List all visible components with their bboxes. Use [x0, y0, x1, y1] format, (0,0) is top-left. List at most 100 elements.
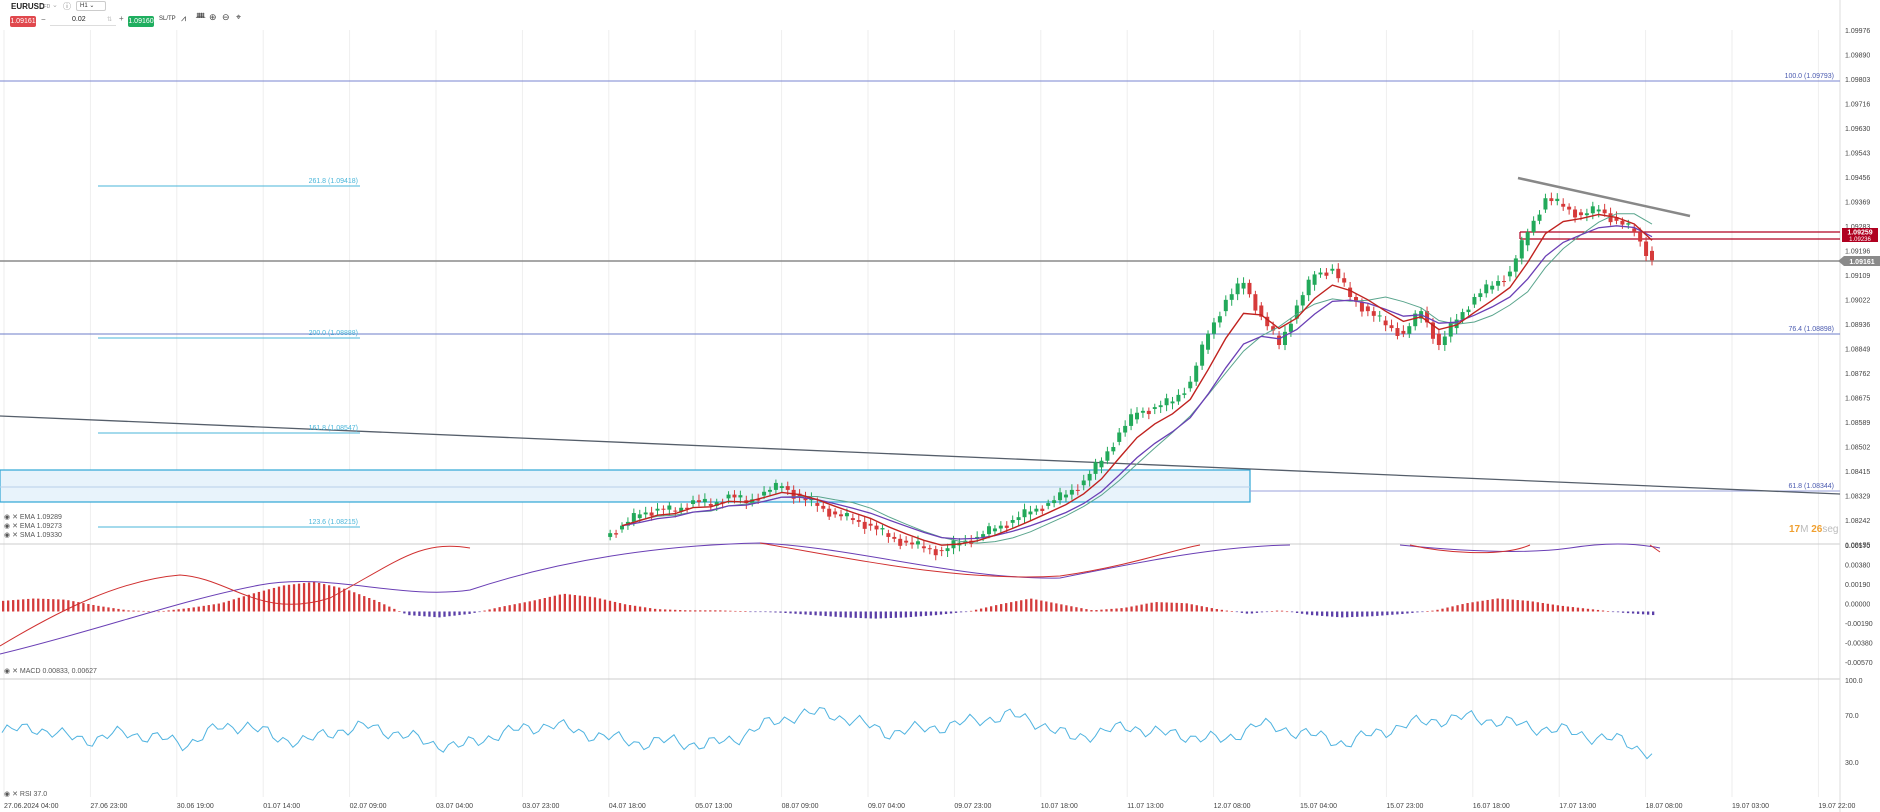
timeframe-select[interactable]: H1 ⌄ — [76, 1, 106, 11]
ema-slow-value: EMA 1.09273 — [19, 523, 62, 530]
macd-bar — [859, 611, 862, 619]
macd-bar — [819, 611, 822, 616]
eye-icon[interactable]: ◉ — [4, 532, 11, 539]
zoom-in-icon[interactable]: ⊕ — [209, 12, 217, 22]
legend-ema-fast[interactable]: ◉ ✕ EMA 1.09289 — [4, 513, 62, 521]
macd-bar — [689, 610, 692, 612]
candle-body — [1111, 446, 1116, 452]
candle-body — [1235, 283, 1240, 295]
candle-body — [679, 507, 684, 512]
macd-bar — [498, 607, 501, 612]
macd-bar — [538, 599, 541, 612]
resistance-trendline[interactable] — [1517, 176, 1691, 218]
sell-button[interactable]: 1.09161 — [10, 16, 36, 27]
lot-decrease-button[interactable]: − — [41, 15, 46, 24]
crosshair-icon[interactable]: ⌖ — [236, 12, 242, 22]
legend-macd[interactable]: ◉ ✕ MACD 0.00833, 0.00627 — [4, 667, 97, 675]
candle-body — [1555, 198, 1560, 202]
macd-bar — [1140, 604, 1143, 612]
close-icon[interactable]: ✕ — [12, 532, 18, 539]
close-icon[interactable]: ✕ — [12, 523, 18, 530]
macd-bar — [1295, 611, 1299, 613]
candle-body — [1069, 489, 1074, 495]
lot-stepper-icon[interactable]: ⇅ — [107, 17, 113, 23]
price-axis[interactable]: 1.09976 1.09890 1.09803 1.09716 1.09630 1.095… — [1845, 28, 1870, 550]
macd-bar — [1300, 611, 1304, 614]
candle-body — [1300, 295, 1305, 306]
eye-icon[interactable]: ◉ — [4, 523, 11, 530]
indicators-icon[interactable]: ᚙ — [196, 13, 206, 22]
eye-icon[interactable]: ◉ — [4, 514, 11, 521]
macd-bar — [242, 596, 246, 612]
long-trendline[interactable] — [0, 415, 1841, 495]
legend-ema-slow[interactable]: ◉ ✕ EMA 1.09273 — [4, 522, 62, 530]
symbol-name[interactable]: EURUSD — [11, 2, 45, 11]
macd-bar — [1270, 611, 1274, 612]
macd-bar — [1426, 611, 1429, 612]
candle-body — [844, 513, 849, 517]
price-tick-label: 1.09803 — [1845, 77, 1870, 84]
legend-rsi[interactable]: ◉ ✕ RSI 37.0 — [4, 790, 47, 798]
eye-icon[interactable]: ◉ — [4, 791, 11, 798]
macd-bar — [1491, 599, 1494, 612]
macd-bar — [1466, 603, 1469, 612]
macd-bar — [348, 590, 351, 612]
macd-bar — [157, 611, 160, 613]
candle-body — [1484, 284, 1489, 294]
close-icon[interactable]: ✕ — [12, 791, 18, 798]
info-icon[interactable]: ⓘ — [63, 2, 71, 11]
macd-bar — [989, 606, 993, 612]
candle-body — [1348, 287, 1353, 298]
macd-bar — [1536, 602, 1539, 612]
candle-body — [1087, 473, 1092, 481]
supply-demand-zone[interactable] — [0, 469, 1251, 503]
zoom-out-icon[interactable]: ⊖ — [222, 12, 230, 22]
close-icon[interactable]: ✕ — [12, 514, 18, 521]
macd-bar — [1576, 607, 1580, 612]
time-axis[interactable]: 27.06.2024 04:00 27.06 23:00 30.06 19:00 01… — [4, 803, 1855, 810]
rsi-tick-label: 70.0 — [1845, 713, 1859, 720]
macd-bar — [112, 608, 115, 612]
chevron-down-icon[interactable]: ⌄ — [52, 2, 58, 9]
macd-bar — [187, 608, 190, 612]
macd-bar — [1381, 611, 1384, 616]
candle-body — [1436, 333, 1441, 346]
close-icon[interactable]: ✕ — [12, 668, 18, 675]
candle-body — [1271, 326, 1276, 331]
candle-body — [1052, 500, 1057, 504]
price-tick-label: 1.09369 — [1845, 200, 1870, 207]
macd-bar — [553, 595, 556, 612]
macd-bar — [613, 601, 617, 612]
candles — [608, 192, 1654, 561]
macd-bar — [1210, 608, 1213, 612]
fib-label-200: 200.0 (1.08888) — [309, 330, 358, 337]
macd-bar — [1230, 611, 1234, 612]
macd-bar — [257, 591, 261, 612]
lot-increase-button[interactable]: + — [119, 14, 124, 23]
candle-body — [1135, 412, 1139, 420]
sltp-button[interactable]: SL/TP — [159, 16, 176, 22]
macd-bar — [1055, 603, 1058, 612]
macd-bar — [1315, 611, 1319, 616]
time-tick-label: 19.07 22:00 — [1818, 803, 1855, 810]
candle-body — [661, 508, 666, 510]
macd-bar — [1125, 607, 1128, 612]
candle-body — [821, 505, 826, 509]
candle-body — [1567, 206, 1572, 210]
lot-size-input[interactable] — [50, 15, 116, 26]
legend-sma[interactable]: ◉ ✕ SMA 1.09330 — [4, 531, 62, 539]
macd-bar — [1636, 611, 1640, 614]
macd-bar — [724, 610, 727, 612]
macd-bar — [307, 582, 311, 612]
macd-bar — [1446, 607, 1449, 612]
macd-bar — [67, 600, 70, 612]
macd-bar — [292, 584, 296, 612]
buy-button[interactable]: 1.09160 — [128, 16, 154, 27]
macd-bar — [754, 611, 757, 613]
macd-bar — [1546, 603, 1549, 612]
line-chart-icon[interactable]: ⩘ — [181, 13, 187, 23]
time-tick-label: 09.07 23:00 — [954, 803, 991, 810]
macd-bar — [448, 611, 451, 617]
eye-icon[interactable]: ◉ — [4, 668, 11, 675]
